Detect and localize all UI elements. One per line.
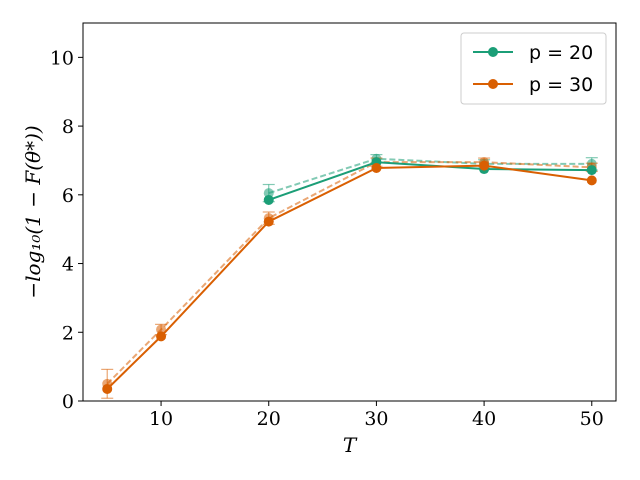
series-1-point — [586, 175, 597, 186]
series-0-point — [586, 165, 597, 176]
series-1-dashed-point — [156, 324, 167, 335]
y-axis: 0 2 4 6 8 10 — [50, 47, 83, 413]
legend-marker-p30 — [488, 79, 498, 89]
series-0-dashed-line — [268, 157, 592, 195]
axes-frame — [82, 22, 617, 402]
x-axis-label: T — [343, 433, 358, 457]
series-0-point — [263, 194, 274, 205]
y-tick-label: 0 — [62, 391, 74, 413]
y-tick-label: 6 — [62, 185, 74, 207]
legend: p = 20 p = 30 — [460, 32, 607, 105]
x-tick-label: 30 — [364, 408, 388, 430]
x-tick-label: 50 — [580, 408, 604, 430]
x-tick-label: 20 — [257, 408, 281, 430]
series-1-line — [106, 164, 592, 390]
legend-label-p30: p = 30 — [529, 74, 593, 96]
x-tick-label: 10 — [149, 408, 173, 430]
series-1-point — [263, 216, 274, 227]
y-tick-label: 10 — [50, 47, 74, 69]
x-tick-label: 40 — [472, 408, 496, 430]
y-axis-label: −log₁₀(1 − F(θ*)) — [21, 125, 45, 298]
series-0-dashed-point — [263, 188, 274, 199]
plot-area — [101, 153, 598, 399]
series-1-point — [156, 331, 167, 342]
series-1-point — [479, 160, 490, 171]
legend-label-p20: p = 20 — [529, 42, 593, 64]
y-tick-label: 4 — [62, 254, 74, 276]
series-0-line — [268, 161, 592, 201]
legend-marker-p20 — [488, 47, 498, 57]
y-tick-label: 2 — [62, 322, 74, 344]
series-1-point — [102, 383, 113, 394]
series-1-point — [371, 163, 382, 174]
series-1-dashed-line — [106, 161, 592, 385]
y-tick-label: 8 — [62, 116, 74, 138]
x-axis: 10 20 30 40 50 — [149, 401, 604, 430]
